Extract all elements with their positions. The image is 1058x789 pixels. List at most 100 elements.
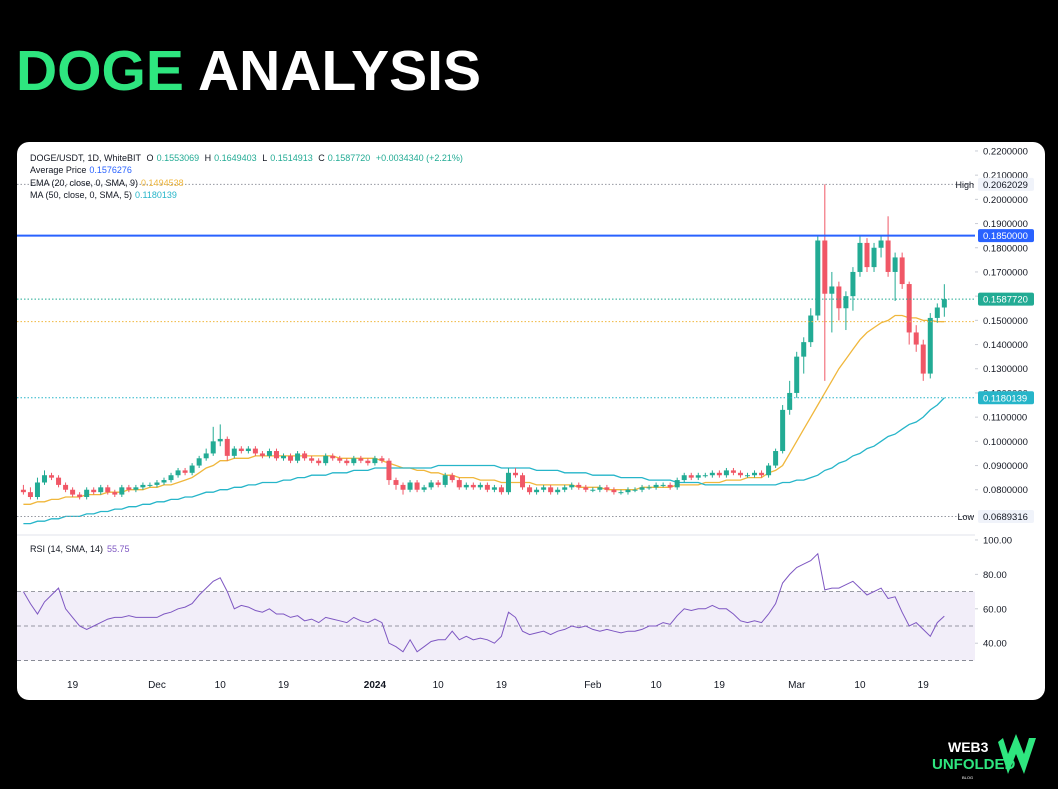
candle-body [801, 342, 807, 357]
candle-body [41, 475, 47, 483]
candle-body [84, 489, 90, 498]
candle-body [913, 332, 919, 345]
candle-body [639, 487, 645, 490]
candle-body [161, 480, 167, 483]
candle-body [203, 453, 209, 459]
y-tick-label: 0.1500000 [983, 316, 1028, 327]
candle-body [505, 472, 511, 493]
ohlc-key: C [318, 153, 325, 163]
x-tick-label: 2024 [364, 680, 387, 691]
candle-body [435, 482, 441, 485]
candle-body [927, 317, 933, 374]
ohlc-value: 0.1587720 [327, 153, 371, 163]
candle-body [562, 487, 568, 490]
candle-body [815, 240, 821, 316]
candle-body [625, 489, 631, 493]
line [22, 552, 945, 653]
candle-body [597, 487, 603, 490]
candle-body [737, 472, 743, 476]
logo-line-2: UNFOLDED [932, 756, 1015, 773]
candle-body [217, 438, 223, 442]
candle-body [358, 458, 364, 461]
candle-body [231, 448, 237, 456]
y-tick-label: 0.1800000 [983, 243, 1028, 254]
level-name: Low [957, 512, 974, 522]
y-tick-label: 0.2200000 [983, 146, 1028, 157]
x-tick-label: 19 [67, 680, 79, 691]
indicator-value: 0.1576276 [89, 165, 132, 176]
candle-body [119, 487, 125, 495]
y-tick-label: 100.00 [983, 535, 1012, 546]
legend-line: Average Price 0.1576276 [30, 164, 466, 176]
candle-body [695, 475, 701, 478]
indicator-name: Average Price [30, 165, 87, 176]
candle-body [365, 460, 371, 464]
candle-body [604, 487, 610, 490]
level-label: 0.0689316 [983, 512, 1028, 523]
candle-body [555, 489, 561, 493]
candle-body [618, 492, 624, 494]
level-label: 0.2062029 [983, 180, 1028, 191]
candle-body [49, 475, 55, 478]
candle-body [934, 307, 940, 318]
candle-body [56, 477, 62, 485]
y-tick-label: 0.1300000 [983, 364, 1028, 375]
candle-body [330, 455, 336, 459]
candle-body [245, 448, 251, 452]
candle-body [569, 484, 575, 488]
candle-body [34, 482, 40, 498]
x-tick-label: 10 [215, 680, 227, 691]
rsi-value: 55.75 [107, 544, 130, 554]
candle-body [288, 455, 294, 461]
title-2: ANALYSIS [198, 39, 481, 103]
candle-body [773, 451, 779, 466]
ohlc-key: O [146, 153, 154, 163]
x-tick-label: Mar [788, 680, 806, 691]
logo: WEB3 UNFOLDED BLOG [932, 734, 1036, 780]
y-tick-label: 0.2100000 [983, 171, 1028, 182]
candle-body [632, 489, 638, 491]
candle-body [27, 492, 33, 498]
ohlc-key: H [204, 153, 212, 163]
x-tick-label: Feb [584, 680, 602, 691]
legend: DOGE/USDT, 1D, WhiteBIT O 0.1553069 H 0.16… [30, 152, 466, 201]
y-tick-label: 0.2000000 [983, 195, 1028, 206]
candle-body [316, 460, 322, 464]
candle-body [140, 484, 146, 488]
indicator-name: MA (50, close, 0, SMA, 5) [30, 189, 133, 200]
candle-body [98, 487, 104, 493]
candle-body [611, 489, 617, 493]
x-tick-label: Dec [148, 680, 166, 691]
candle-body [295, 453, 301, 461]
y-tick-label: 0.1100000 [983, 413, 1027, 424]
candle-body [259, 453, 265, 456]
candle-body [653, 484, 659, 488]
logo-line-1: WEB3 [948, 739, 989, 755]
candle-body [723, 470, 729, 476]
candle-body [224, 438, 230, 456]
candle-body [646, 487, 652, 489]
line [23, 397, 945, 525]
candle-body [449, 475, 455, 481]
candle-body [759, 472, 765, 476]
candle-body [344, 460, 350, 464]
candle-body [196, 458, 202, 466]
logo-line-3: BLOG [962, 775, 973, 780]
candle-body [541, 487, 547, 490]
candle-body [400, 484, 406, 490]
candle-body [421, 487, 427, 490]
candle-body [175, 470, 181, 476]
candle-body [210, 441, 216, 454]
y-tick-label: 0.0900000 [983, 461, 1028, 472]
candle-body [583, 487, 589, 490]
y-tick-label: 60.00 [983, 604, 1007, 615]
x-tick-label: 19 [496, 680, 508, 691]
candle-body [154, 482, 160, 485]
candle-body [323, 455, 329, 464]
candle-body [716, 472, 722, 476]
candle-body [281, 455, 287, 459]
x-tick-label: 19 [714, 680, 726, 691]
candle-body [91, 489, 97, 493]
